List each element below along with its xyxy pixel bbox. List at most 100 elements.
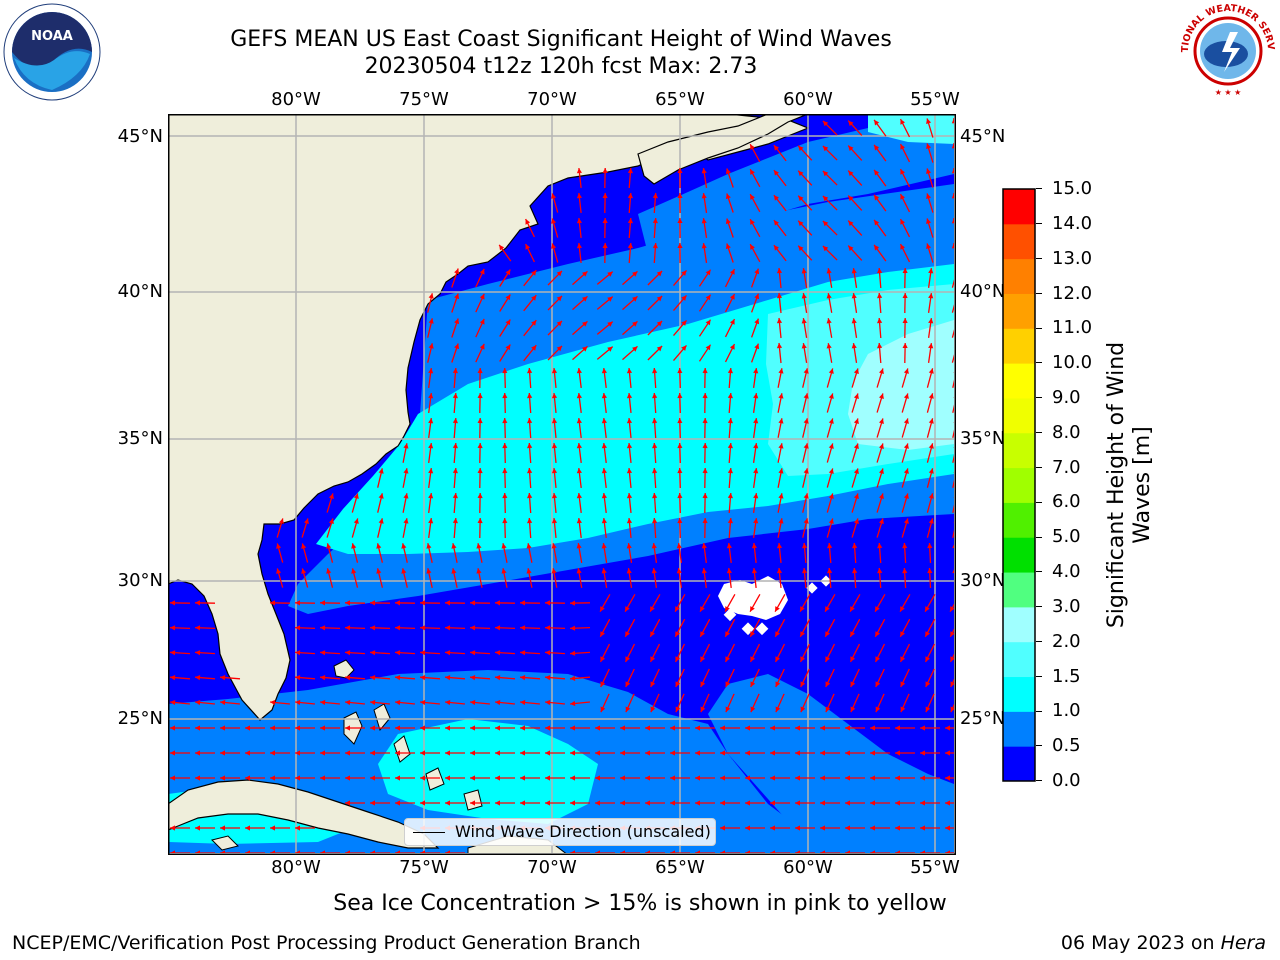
svg-text:NOAA: NOAA <box>31 29 73 44</box>
wave-arrow-head <box>452 393 458 399</box>
wave-arrow-head <box>551 218 557 224</box>
colorbar-bins <box>1003 189 1035 782</box>
wave-arrow-head <box>477 518 483 524</box>
wave-arrow-head <box>925 631 930 637</box>
footer-date: 06 May 2023 on <box>1060 932 1221 954</box>
wave-arrow-head <box>470 625 476 631</box>
wave-arrow-head <box>570 600 575 606</box>
wave-arrow-head <box>853 518 859 524</box>
wave-arrow-head <box>650 681 656 687</box>
legend-line <box>413 832 445 833</box>
wave-arrow-head <box>505 344 511 351</box>
wave-arrow-head <box>320 600 325 606</box>
wave-arrow-head <box>700 656 706 662</box>
land-jamaica <box>211 835 239 851</box>
wave-arrow-head <box>800 706 806 713</box>
wave-arrow-head <box>770 775 775 781</box>
wave-arrow-head <box>602 168 608 173</box>
wave-arrow-head <box>845 850 850 853</box>
wave-arrow-head <box>820 750 825 756</box>
wave-arrow-head <box>428 443 434 449</box>
colorbar-tick <box>1036 780 1042 782</box>
wave-arrow-head <box>495 650 501 656</box>
wave-arrow-head <box>326 568 332 574</box>
map-frame <box>168 114 956 855</box>
wave-arrow-head <box>345 650 351 656</box>
wave-arrow-head <box>773 220 779 226</box>
wave-arrow-head <box>395 600 400 606</box>
colorbar-tick <box>1036 571 1042 573</box>
lat-tick-left-40n: 40°N <box>117 281 163 302</box>
wave-arrow-shaft <box>952 529 954 538</box>
wave-arrow-head <box>454 343 460 350</box>
wave-arrow-head <box>600 706 606 713</box>
wave-arrow-head <box>851 343 857 349</box>
wave-arrow-head <box>750 631 755 637</box>
wave-arrow-head <box>820 800 825 806</box>
wave-arrow-head <box>602 193 608 198</box>
wave-arrow-head <box>656 346 663 352</box>
colorbar-label: 6.0 <box>1052 491 1081 513</box>
wave-arrow-head <box>351 568 357 574</box>
colorbar-label: 0.0 <box>1052 770 1081 791</box>
wave-arrow-head <box>479 343 485 350</box>
wave-arrow-head <box>520 725 525 731</box>
wave-arrow-head <box>700 706 706 713</box>
wave-arrow-head <box>445 625 451 631</box>
wave-arrow-head <box>378 518 384 524</box>
wave-arrow-head <box>750 194 755 200</box>
wave-arrow-head <box>527 368 533 374</box>
wave-arrow-head <box>827 568 833 574</box>
wave-arrow-head <box>370 850 375 853</box>
wave-arrow-head <box>395 800 400 806</box>
wave-arrow-head <box>754 343 760 350</box>
wave-arrow-head <box>328 493 334 499</box>
wave-arrow-head <box>270 699 276 706</box>
wave-arrow-head <box>551 243 557 249</box>
wave-arrow-head <box>803 518 809 524</box>
wave-arrow-head <box>950 706 954 713</box>
wave-arrow-head <box>702 493 708 499</box>
lon-tick-top-75w: 75°W <box>399 89 449 110</box>
wave-arrow-head <box>270 600 275 606</box>
wave-arrow-head <box>600 681 606 687</box>
wave-arrow-head <box>853 393 859 399</box>
wave-arrow-head <box>170 825 175 831</box>
colorbar-tick <box>1036 362 1042 364</box>
wave-arrow-shaft <box>952 479 954 488</box>
wave-arrow-head <box>470 699 476 706</box>
wave-arrow-head <box>675 706 681 713</box>
wave-arrow-head <box>677 518 683 524</box>
wave-arrow-head <box>495 699 501 706</box>
wave-arrow-head <box>852 568 858 574</box>
wave-arrow-head <box>750 656 756 662</box>
colorbar-tick <box>1036 501 1042 503</box>
wave-arrow-head <box>701 168 707 174</box>
wave-arrow-head <box>220 675 226 681</box>
wave-arrow-head <box>607 296 613 302</box>
wave-arrow-head <box>445 725 450 731</box>
ocean-band-1-1.5m-south <box>378 719 598 824</box>
wave-arrow-head <box>800 606 805 612</box>
colorbar-label: 1.5 <box>1052 665 1081 687</box>
wave-arrow-head <box>545 650 551 656</box>
colorbar-title-line1: Significant Height of Wind <box>1104 341 1129 629</box>
wave-arrow-head <box>676 543 682 549</box>
wave-arrow-head <box>778 468 784 474</box>
wave-arrow-head <box>879 493 884 499</box>
wave-arrow-head <box>727 493 733 499</box>
wave-arrow-head <box>326 543 332 549</box>
wave-arrow-head <box>677 368 683 374</box>
wave-arrow-head <box>945 750 950 756</box>
wave-arrow-head <box>853 418 859 424</box>
wave-arrow-head <box>877 543 883 549</box>
wave-arrow-head <box>428 318 434 324</box>
wave-arrow-head <box>727 518 733 524</box>
wave-arrow-head <box>304 518 309 524</box>
wave-arrow-head <box>370 775 375 781</box>
wave-arrow-head <box>725 631 730 637</box>
wave-arrow-head <box>652 393 658 399</box>
wave-arrow-head <box>953 397 954 398</box>
wave-arrow-head <box>720 850 725 853</box>
wave-arrow-head <box>270 750 275 756</box>
